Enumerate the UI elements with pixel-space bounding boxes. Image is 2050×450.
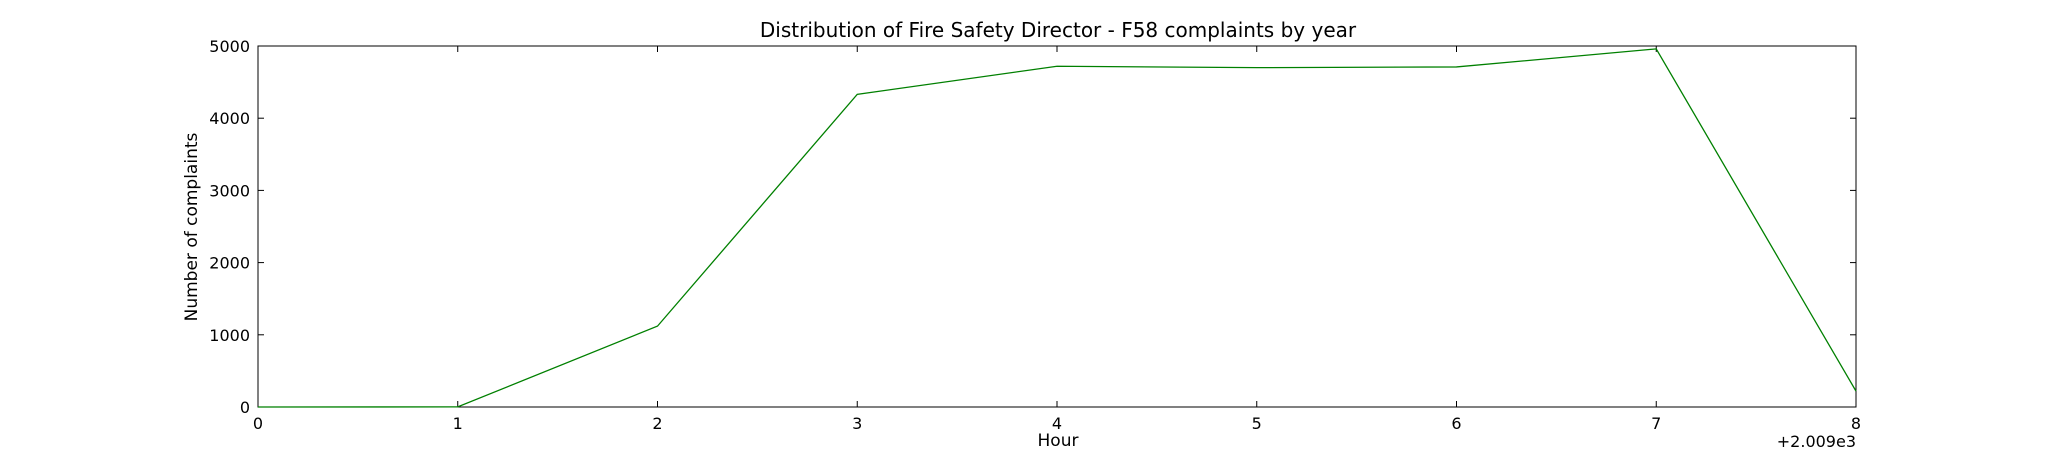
plot-frame — [257, 45, 1857, 408]
y-tick-label: 0 — [240, 398, 250, 417]
chart-title: Distribution of Fire Safety Director - F… — [760, 18, 1357, 42]
y-tick-label: 5000 — [209, 37, 250, 56]
x-tick-label: 7 — [1651, 414, 1661, 433]
x-tick-label: 8 — [1851, 414, 1861, 433]
y-axis-label: Number of complaints — [182, 132, 202, 321]
y-tick-label: 2000 — [209, 254, 250, 273]
x-tick-label: 4 — [1052, 414, 1062, 433]
x-tick-label: 5 — [1252, 414, 1262, 433]
x-axis-offset-label: +2.009e3 — [1777, 432, 1856, 450]
x-tick-label: 3 — [852, 414, 862, 433]
y-tick-label: 4000 — [209, 109, 250, 128]
x-axis-ticks: 0 1 2 3 4 5 6 7 8 — [253, 46, 1861, 433]
x-tick-label: 6 — [1451, 414, 1461, 433]
y-axis-ticks: 0 1000 2000 3000 4000 5000 — [209, 37, 1856, 417]
series-layer — [257, 48, 1857, 408]
y-tick-label: 1000 — [209, 326, 250, 345]
x-tick-label: 0 — [253, 414, 263, 433]
plot-border — [257, 45, 1857, 408]
x-tick-label: 2 — [652, 414, 662, 433]
x-axis-label: Hour — [1038, 431, 1079, 450]
series-line — [257, 48, 1857, 408]
y-tick-label: 3000 — [209, 181, 250, 200]
x-tick-label: 1 — [453, 414, 463, 433]
